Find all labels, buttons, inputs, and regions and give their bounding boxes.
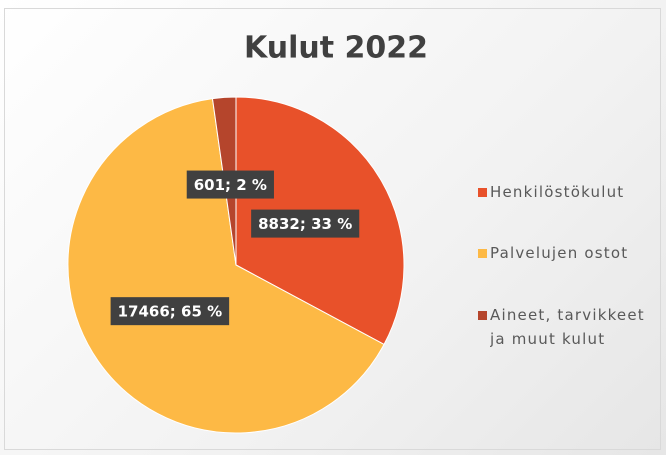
data-label-text: 601; 2 %: [194, 176, 267, 194]
data-label-box: [110, 297, 230, 326]
legend-label: Palvelujen ostot: [490, 244, 629, 262]
legend-swatch: [478, 311, 487, 320]
legend-label: Henkilöstökulut: [490, 183, 625, 201]
data-label-box: [251, 209, 360, 238]
data-label: 601; 2 %: [186, 170, 274, 199]
legend-swatch: [478, 188, 487, 197]
chart-border: [4, 8, 661, 450]
data-label-text: 8832; 33 %: [258, 215, 352, 233]
legend-label: Aineet, tarvikkeet ja muut kulut: [490, 306, 645, 348]
data-label-text: 17466; 65 %: [118, 303, 223, 321]
legend-swatch: [478, 249, 487, 258]
data-label: 8832; 33 %: [251, 209, 360, 238]
pie: [67, 96, 405, 434]
pie-slice: [67, 98, 385, 434]
data-label: 17466; 65 %: [110, 297, 230, 326]
data-label-box: [186, 170, 274, 199]
data-labels: 8832; 33 % 17466; 65 % 601; 2 %: [110, 170, 360, 326]
chart-title: Kulut 2022: [244, 31, 428, 66]
